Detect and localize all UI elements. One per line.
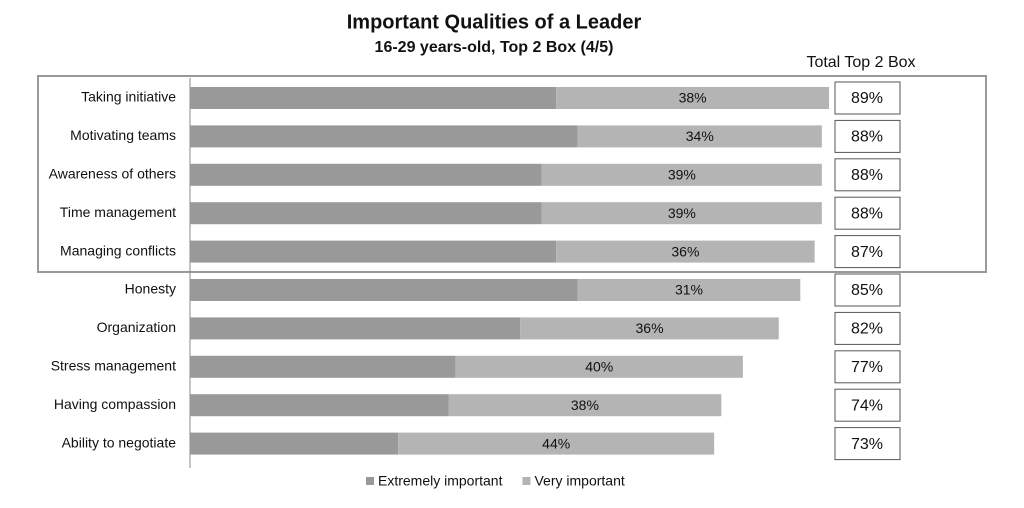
- value-label: 39%: [668, 167, 696, 183]
- bar-segment: [577, 279, 801, 301]
- category-label: Ability to negotiate: [62, 434, 177, 450]
- legend-label: Very important: [534, 473, 624, 489]
- value-label: 36%: [671, 243, 699, 259]
- total-box: [834, 119, 901, 153]
- total-box: [834, 311, 901, 345]
- bar-segment: [190, 432, 399, 455]
- totals-title: Total Top 2 Box: [806, 54, 915, 71]
- bar-segment: [190, 279, 578, 301]
- total-label: 88%: [851, 167, 883, 184]
- total-box: [834, 81, 901, 115]
- total-box: [834, 427, 901, 461]
- total-label: 88%: [851, 129, 883, 146]
- bar-segment: [520, 317, 779, 340]
- value-label: 39%: [668, 205, 696, 221]
- highlight-box: [37, 75, 987, 273]
- category-label: Awareness of others: [49, 166, 176, 182]
- value-label: 38%: [679, 90, 707, 106]
- total-box: [834, 235, 901, 269]
- bar-segment: [556, 240, 815, 263]
- bar-segment: [190, 202, 542, 225]
- total-label: 85%: [851, 282, 883, 299]
- chart-subtitle: 16-29 years-old, Top 2 Box (4/5): [375, 39, 614, 56]
- legend-label: Extremely important: [378, 473, 503, 489]
- bar-segment: [190, 355, 456, 378]
- category-label: Having compassion: [54, 396, 176, 412]
- bar-segment: [190, 87, 557, 109]
- category-label: Time management: [60, 204, 176, 220]
- bar-segment: [541, 163, 822, 186]
- category-label: Taking initiative: [81, 89, 176, 105]
- value-label: 31%: [675, 282, 703, 298]
- value-label: 36%: [636, 320, 664, 336]
- category-label: Stress management: [51, 358, 176, 374]
- bar-segment: [577, 125, 822, 148]
- total-label: 73%: [851, 436, 883, 453]
- bar-segment: [190, 125, 578, 148]
- bar-segment: [190, 163, 542, 186]
- bar-segment: [190, 394, 449, 417]
- value-label: 40%: [585, 359, 613, 375]
- bar-segment: [541, 202, 822, 225]
- total-box: [834, 273, 901, 307]
- total-box: [834, 196, 901, 230]
- total-label: 77%: [851, 359, 883, 376]
- category-label: Organization: [97, 319, 176, 335]
- bar-segment: [448, 394, 722, 417]
- bar-segment: [455, 355, 743, 378]
- total-label: 74%: [851, 397, 883, 414]
- bar-segment: [398, 432, 715, 455]
- value-label: 44%: [542, 435, 570, 451]
- chart-title: Important Qualities of a Leader: [347, 11, 642, 33]
- total-label: 88%: [851, 205, 883, 222]
- total-label: 89%: [851, 90, 883, 107]
- value-label: 38%: [571, 397, 599, 413]
- category-label: Managing conflicts: [60, 242, 176, 258]
- value-label: 34%: [686, 128, 714, 144]
- category-label: Honesty: [125, 281, 176, 297]
- total-box: [834, 388, 901, 422]
- bar-segment: [556, 87, 830, 109]
- bar-segment: [190, 240, 557, 263]
- total-box: [834, 350, 901, 384]
- legend-swatch: [366, 477, 374, 485]
- legend-swatch: [522, 477, 531, 485]
- category-label: Motivating teams: [70, 127, 176, 143]
- total-box: [834, 158, 901, 192]
- bar-segment: [190, 317, 521, 340]
- total-label: 87%: [851, 244, 883, 261]
- total-label: 82%: [851, 321, 883, 338]
